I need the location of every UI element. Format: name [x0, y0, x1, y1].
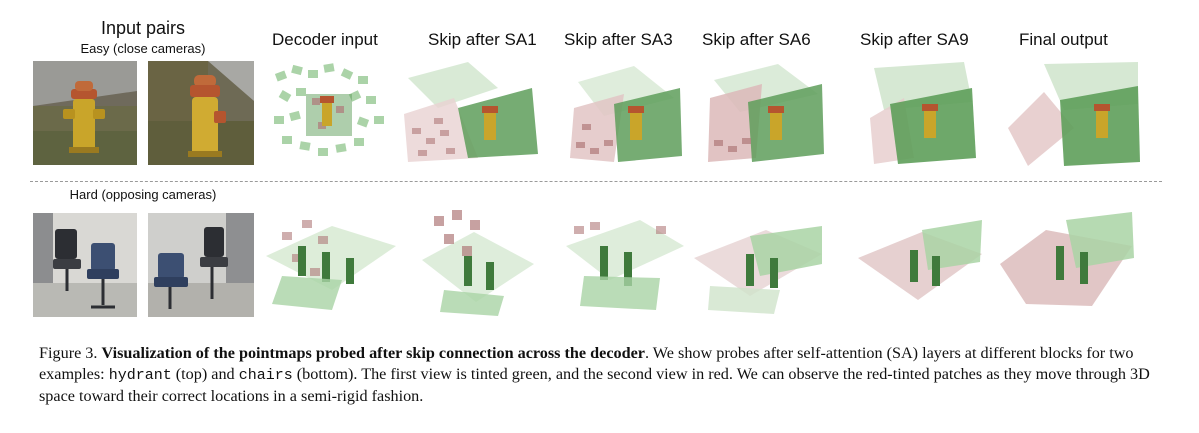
header-skip-sa3: Skip after SA3	[564, 30, 673, 49]
caption-prefix: Figure 3.	[39, 344, 102, 362]
caption-bold-title: Visualization of the pointmaps probed af…	[101, 344, 646, 362]
caption-text-2: (top) and	[171, 365, 239, 383]
caption-text-3: (bottom). The first view is tinted green…	[39, 365, 1150, 405]
pointmap-hard-skip-sa3	[560, 206, 688, 320]
header-skip-sa1: Skip after SA1	[428, 30, 537, 49]
pointmap-hard-decoder-input	[262, 206, 400, 320]
caption-code-hydrant: hydrant	[108, 367, 172, 384]
row-label-hard: Hard (opposing cameras)	[69, 187, 217, 202]
pointmap-hard-final-output	[996, 206, 1138, 320]
pointmap-easy-skip-sa6	[704, 58, 828, 170]
pointmap-easy-decoder-input	[262, 58, 396, 170]
hydrant-photo-view2	[148, 61, 254, 165]
header-decoder-input: Decoder input	[272, 30, 378, 49]
pointmap-easy-skip-sa3	[564, 58, 686, 170]
chairs-photo-view2	[148, 213, 254, 317]
pointmap-easy-skip-sa1	[398, 58, 546, 170]
pointmap-hard-skip-sa6	[690, 206, 826, 320]
header-input-pairs: Input pairs	[100, 18, 186, 38]
figure-caption: Figure 3. Visualization of the pointmaps…	[39, 343, 1169, 407]
pointmap-hard-skip-sa1	[414, 206, 538, 320]
row-divider	[30, 181, 1162, 182]
chairs-photo-view1	[33, 213, 137, 317]
caption-text-1: . We show probes after self-attention (S…	[39, 344, 1134, 383]
pointmap-hard-skip-sa9	[852, 206, 986, 320]
pointmap-easy-skip-sa9	[854, 58, 978, 170]
pointmap-easy-final-output	[1004, 58, 1142, 170]
header-skip-sa9: Skip after SA9	[860, 30, 969, 49]
caption-code-chairs: chairs	[238, 367, 293, 384]
header-final-output: Final output	[1019, 30, 1108, 49]
header-skip-sa6: Skip after SA6	[702, 30, 811, 49]
hydrant-photo-view1	[33, 61, 137, 165]
row-label-easy: Easy (close cameras)	[80, 41, 206, 56]
